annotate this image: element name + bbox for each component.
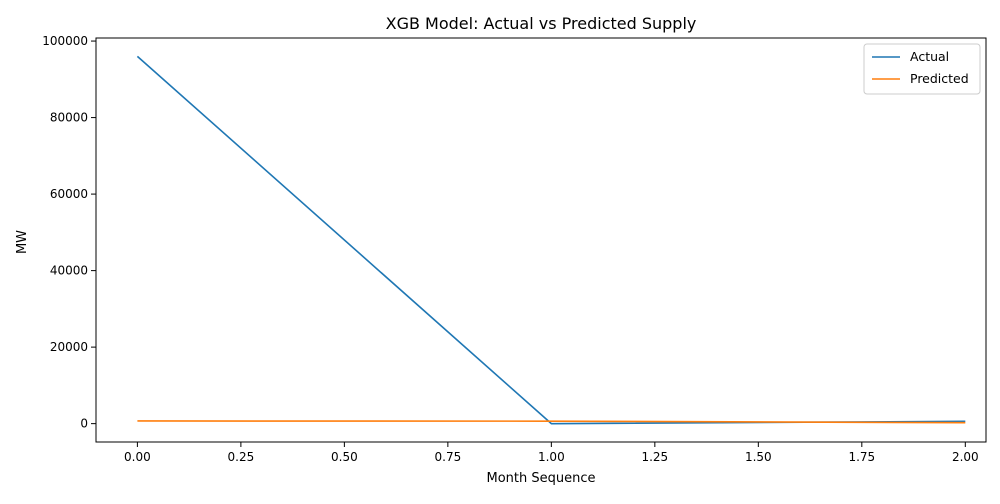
y-tick-label: 0	[80, 417, 88, 431]
x-tick-label: 0.00	[124, 450, 151, 464]
x-tick-label: 0.50	[331, 450, 358, 464]
x-tick-label: 0.25	[228, 450, 255, 464]
y-tick-label: 40000	[50, 264, 88, 278]
x-tick-label: 1.75	[848, 450, 875, 464]
x-tick-label: 0.75	[435, 450, 462, 464]
x-tick-label: 2.00	[952, 450, 979, 464]
y-tick-label: 100000	[42, 34, 88, 48]
y-axis: 0 20000 40000 60000 80000 100000	[42, 34, 96, 431]
y-tick-label: 80000	[50, 111, 88, 125]
y-tick-label: 20000	[50, 340, 88, 354]
plot-area	[95, 37, 987, 443]
legend-label-actual: Actual	[910, 49, 949, 64]
x-tick-label: 1.25	[641, 450, 668, 464]
series-line-predicted	[137, 420, 966, 424]
y-axis-label: MW	[15, 230, 30, 254]
x-tick-label: 1.00	[538, 450, 565, 464]
series-lines	[136, 55, 966, 425]
legend-label-predicted: Predicted	[910, 71, 969, 86]
x-tick-label: 1.50	[745, 450, 772, 464]
chart-title: XGB Model: Actual vs Predicted Supply	[386, 14, 697, 33]
plot-frame	[95, 37, 987, 443]
legend: Actual Predicted	[863, 43, 981, 95]
x-axis-label: Month Sequence	[486, 471, 595, 486]
x-axis: 0.00 0.25 0.50 0.75 1.00 1.25 1.50 1.75 2.00	[124, 442, 979, 464]
y-tick-label: 60000	[50, 187, 88, 201]
series-line-actual	[136, 55, 966, 425]
